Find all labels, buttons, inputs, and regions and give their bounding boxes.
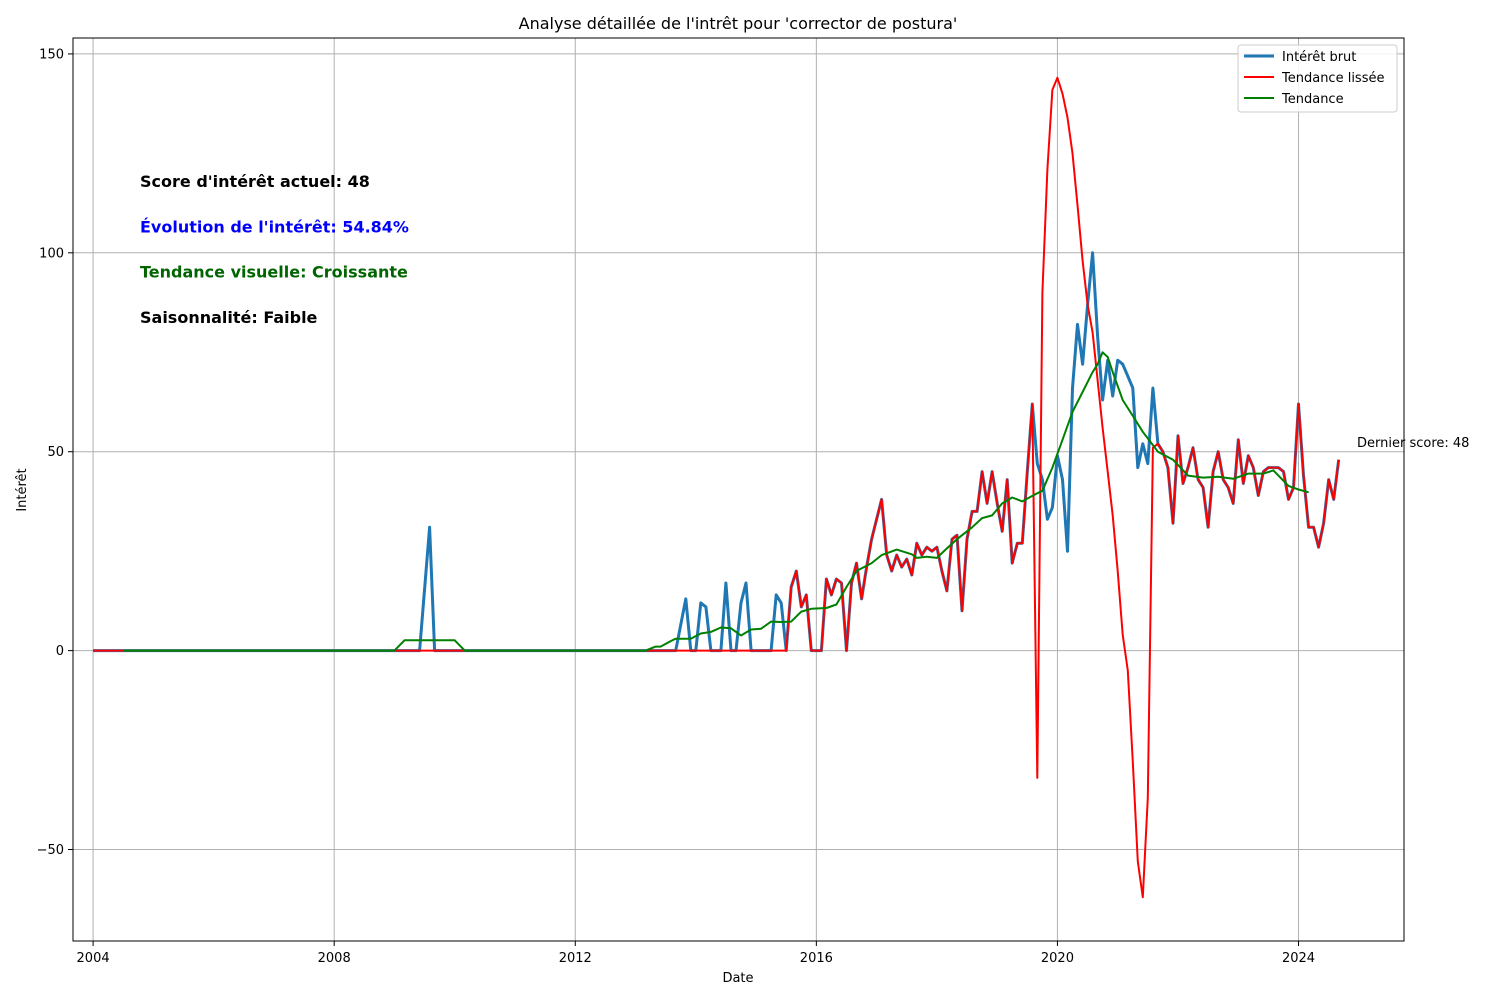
annotations: Score d'intérêt actuel: 48 Évolution de l… [140,172,409,327]
x-tick-label: 2008 [318,951,351,966]
y-tick-label: 50 [47,445,64,460]
x-axis-label: Date [722,971,753,986]
legend: Intérêt brut Tendance lissée Tendance [1237,44,1398,113]
annotation-3: Tendance visuelle: Croissante [140,263,408,282]
chart-title: Analyse détaillée de l'intrêt pour 'corr… [519,14,958,33]
annotation-4: Saisonnalité: Faible [140,308,318,327]
series-line-smoothed [93,76,1340,899]
x-axis-ticks: 2004 2008 2012 2016 2020 2024 [77,941,1315,966]
x-tick-label: 2012 [559,951,592,966]
y-tick-label: 0 [56,644,64,659]
x-tick-label: 2016 [800,951,833,966]
series-line-trend [123,351,1309,652]
last-score-label: Dernier score: 48 [1357,436,1469,451]
legend-label-trend: Tendance [1281,92,1344,107]
annotation-1: Score d'intérêt actuel: 48 [140,172,370,191]
y-tick-label: −50 [37,843,64,858]
y-axis-label: Intérêt [15,468,30,511]
y-axis-ticks: −50 0 50 100 150 [37,47,73,858]
legend-label-raw: Intérêt brut [1282,50,1356,65]
series-lines [93,76,1341,899]
x-tick-label: 2004 [77,951,110,966]
y-tick-label: 150 [39,47,64,62]
legend-box [1237,44,1398,113]
plot-frame [72,37,1405,942]
y-tick-label: 100 [39,246,64,261]
x-tick-label: 2024 [1282,951,1315,966]
legend-label-smoothed: Tendance lissée [1281,71,1384,86]
annotation-2: Évolution de l'intérêt: 54.84% [140,217,409,236]
x-tick-label: 2020 [1041,951,1074,966]
